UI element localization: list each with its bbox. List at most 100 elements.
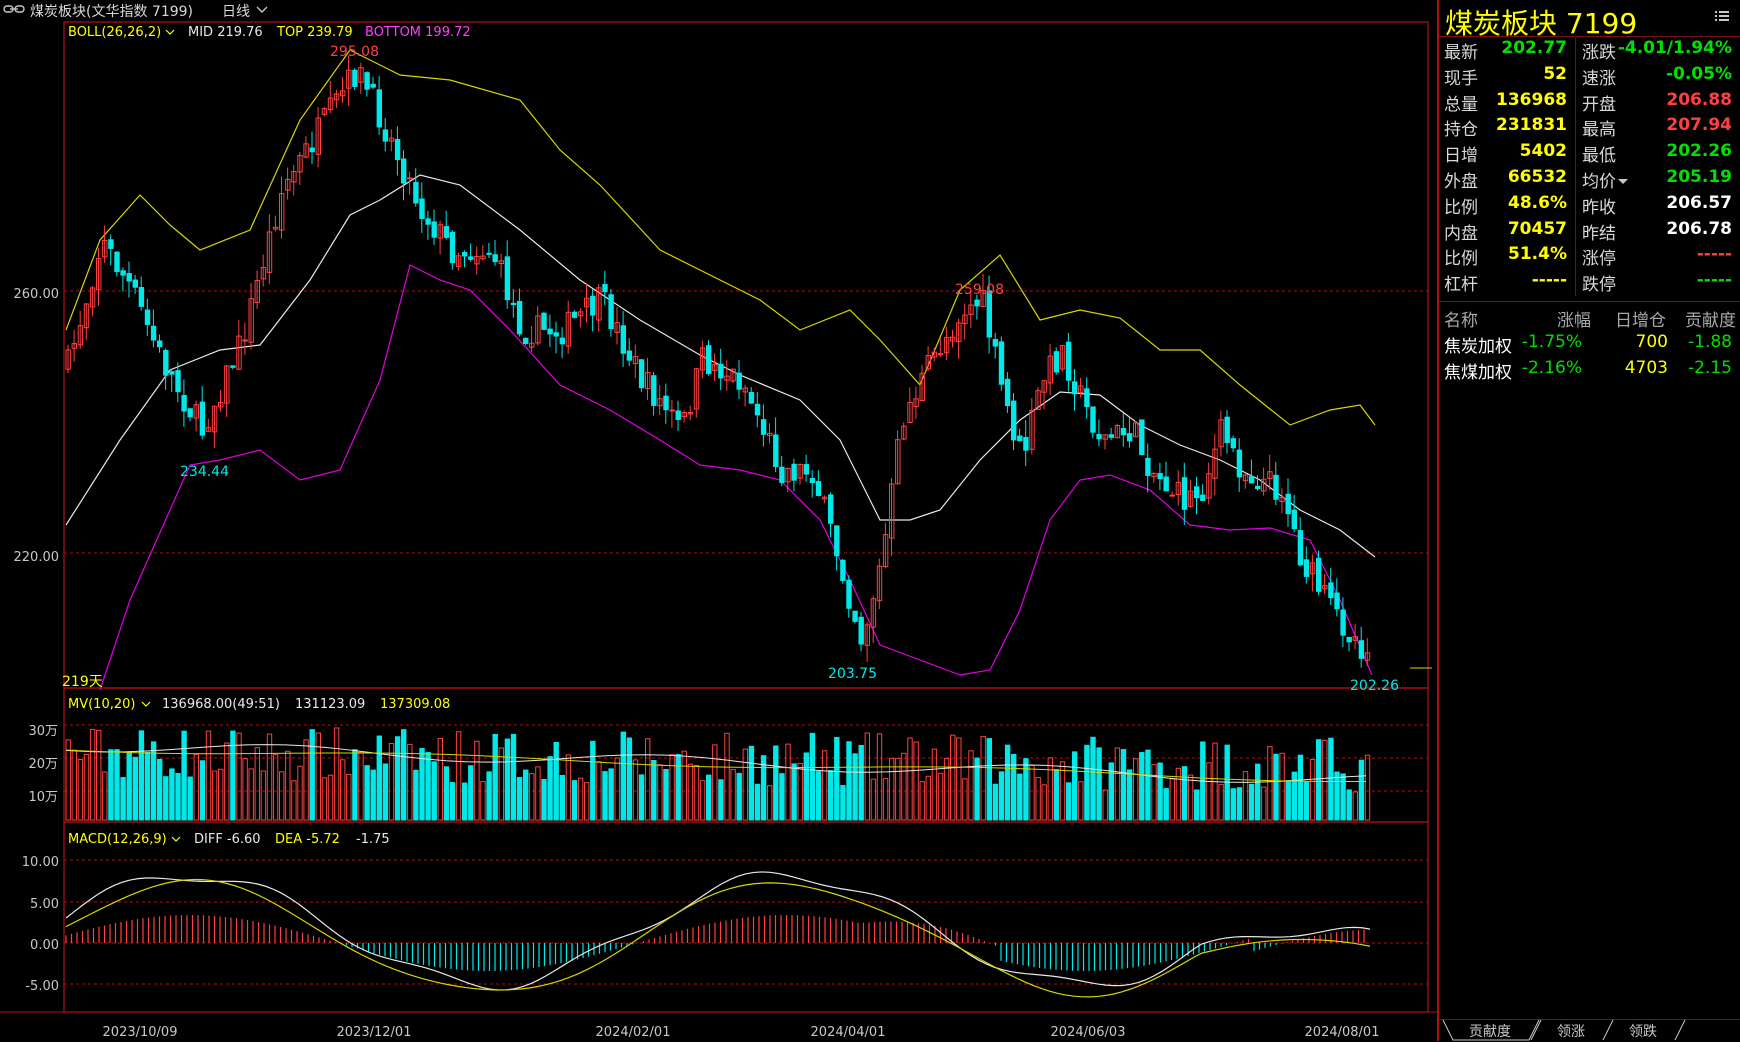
quote-value: 231831 bbox=[1496, 115, 1567, 136]
candle-body bbox=[1364, 652, 1371, 661]
table-row[interactable]: 焦炭加权 -1.75% 700 -1.88 bbox=[1439, 332, 1740, 358]
list-menu-icon[interactable] bbox=[1714, 8, 1730, 24]
candle-body bbox=[150, 325, 157, 341]
candle-body bbox=[1145, 457, 1151, 476]
dropdown-caret-icon[interactable] bbox=[1617, 177, 1629, 187]
mv-indicator-label[interactable]: MV(10,20) bbox=[68, 697, 135, 712]
quote-row-right: 涨停 ----- bbox=[1577, 244, 1740, 270]
price-tick-260: 260.00 bbox=[14, 287, 60, 302]
candle-body bbox=[437, 224, 444, 239]
candle-body bbox=[1023, 437, 1029, 451]
candle-body bbox=[443, 226, 450, 238]
macd-hist-value: -1.75 bbox=[356, 832, 390, 847]
candle-body bbox=[547, 328, 553, 335]
macd-lines bbox=[65, 871, 1371, 998]
kline-chart[interactable]: BOLL(26,26,2) MID 219.76 TOP 239.79 BOTT… bbox=[0, 0, 1437, 1041]
volume-bar bbox=[1322, 739, 1328, 821]
volume-bar bbox=[175, 773, 181, 821]
candle-body bbox=[1059, 345, 1066, 370]
table-row[interactable]: 焦煤加权 -2.16% 4703 -2.15 bbox=[1439, 358, 1740, 384]
volume-bar bbox=[193, 753, 200, 821]
volume-bar bbox=[455, 731, 462, 821]
volume-bar bbox=[889, 757, 895, 821]
candle-body bbox=[175, 370, 181, 393]
volume-bar bbox=[1309, 758, 1316, 821]
candle-body bbox=[474, 255, 480, 265]
candle-body bbox=[882, 534, 889, 568]
peak2-annotation: 259.08 bbox=[955, 282, 1004, 298]
candle-body bbox=[638, 359, 645, 389]
candle-body bbox=[943, 336, 950, 354]
candle-body bbox=[1194, 486, 1200, 499]
volume-bar bbox=[370, 769, 376, 821]
volume-bar bbox=[516, 777, 523, 821]
candle-body bbox=[321, 108, 328, 115]
volume-bar bbox=[71, 749, 77, 821]
volume-bars bbox=[65, 727, 1371, 821]
volume-bar bbox=[760, 755, 767, 821]
volume-bar bbox=[1267, 746, 1273, 821]
quote-value: 205.19 bbox=[1666, 167, 1732, 187]
macd-tick-neg5: -5.00 bbox=[25, 979, 59, 994]
row-contribution: -2.15 bbox=[1688, 358, 1732, 378]
candle-body bbox=[1041, 380, 1047, 393]
candle-body bbox=[931, 351, 938, 358]
macd-tick-5: 5.00 bbox=[30, 897, 59, 912]
tab-leading-down[interactable]: 领跌 bbox=[1629, 1024, 1657, 1040]
vol-tick-30: 30万 bbox=[28, 724, 58, 739]
volume-bar bbox=[230, 730, 236, 821]
volume-bar bbox=[754, 783, 761, 821]
tab-leading-up[interactable]: 领涨 bbox=[1557, 1024, 1585, 1040]
volume-bar bbox=[260, 770, 267, 821]
tab-contribution[interactable]: 贡献度 bbox=[1469, 1024, 1511, 1040]
chevron-down-icon[interactable] bbox=[256, 3, 268, 19]
candle-body bbox=[65, 349, 71, 370]
volume-bar bbox=[358, 751, 364, 821]
low3-annotation: 202.26 bbox=[1350, 678, 1399, 694]
low1-annotation: 234.44 bbox=[180, 464, 229, 480]
volume-bar bbox=[157, 758, 163, 821]
header-name[interactable]: 名称 bbox=[1444, 311, 1478, 331]
macd-dropdown-icon[interactable] bbox=[171, 836, 181, 842]
candle-body bbox=[1200, 494, 1206, 501]
header-change[interactable]: 涨幅 bbox=[1557, 311, 1591, 331]
volume-bar bbox=[1248, 783, 1255, 821]
volume-bar bbox=[1139, 752, 1145, 821]
candle-body bbox=[1346, 636, 1352, 643]
boll-lines bbox=[65, 49, 1376, 691]
boll-indicator-label[interactable]: BOLL(26,26,2) bbox=[68, 25, 161, 40]
candle-body bbox=[352, 69, 358, 87]
quote-value: ----- bbox=[1531, 270, 1567, 291]
volume-bar bbox=[352, 749, 358, 821]
header-contribution[interactable]: 贡献度 bbox=[1685, 311, 1736, 331]
header-oi-change[interactable]: 日增仓 bbox=[1615, 311, 1666, 331]
volume-bar bbox=[218, 768, 224, 821]
boll-top-value: TOP 239.79 bbox=[276, 25, 353, 40]
volume-bar bbox=[632, 759, 639, 821]
volume-bar bbox=[498, 747, 505, 821]
quote-label: 昨收 bbox=[1582, 197, 1616, 218]
link-icon[interactable] bbox=[3, 2, 25, 20]
candle-body bbox=[1224, 416, 1230, 443]
volume-bar bbox=[1358, 759, 1365, 821]
volume-bar bbox=[1126, 769, 1133, 821]
candle-body bbox=[83, 303, 90, 329]
quote-value: 206.88 bbox=[1666, 89, 1732, 110]
volume-bar bbox=[1364, 754, 1371, 821]
volume-bar bbox=[327, 774, 334, 821]
candle-body bbox=[1053, 351, 1060, 373]
quote-value: -0.05% bbox=[1665, 63, 1732, 84]
macd-dea-value: DEA -5.72 bbox=[275, 832, 340, 847]
candle-body bbox=[742, 387, 748, 393]
boll-dropdown-icon[interactable] bbox=[165, 29, 175, 35]
candle-body bbox=[1206, 473, 1212, 499]
volume-bar bbox=[529, 773, 535, 821]
period-selector[interactable]: 日线 bbox=[222, 4, 250, 20]
candle-body bbox=[541, 312, 547, 330]
mv-dropdown-icon[interactable] bbox=[141, 701, 151, 707]
quote-value: 207.94 bbox=[1666, 115, 1732, 136]
candle-body bbox=[169, 371, 175, 375]
volume-bar bbox=[1059, 761, 1066, 821]
macd-indicator-label[interactable]: MACD(12,26,9) bbox=[68, 832, 167, 847]
quote-row-right: 昨收 206.57 bbox=[1577, 193, 1740, 219]
